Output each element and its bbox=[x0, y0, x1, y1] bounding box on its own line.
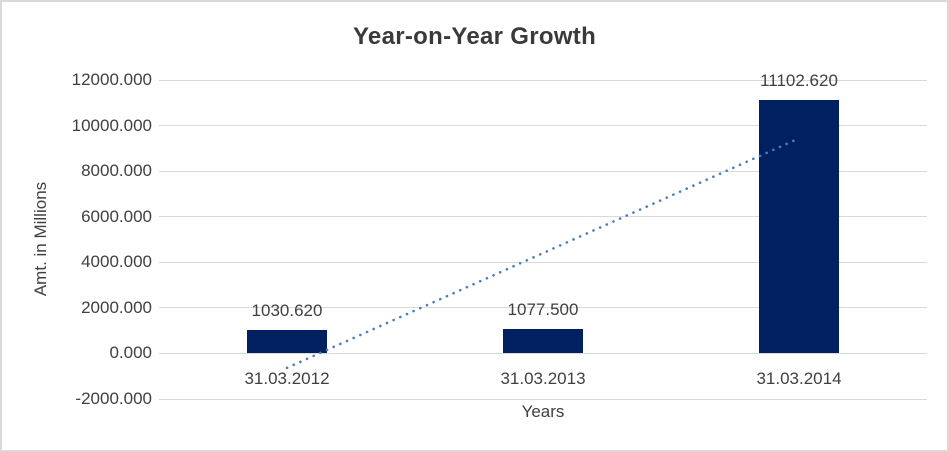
category-label: 31.03.2013 bbox=[500, 369, 586, 389]
plot-area: 1030.620 31.03.2012 1077.500 31.03.2013 1110… bbox=[159, 72, 927, 400]
gridline bbox=[159, 125, 927, 127]
bar-value-label: 11102.620 bbox=[760, 71, 838, 91]
bar-value-label: 1077.500 bbox=[507, 299, 579, 319]
category-label: 31.03.2014 bbox=[756, 369, 842, 389]
bar bbox=[759, 100, 839, 354]
y-tick-label: 8000.000 bbox=[81, 161, 152, 181]
gridline bbox=[159, 352, 927, 354]
trendline bbox=[285, 137, 801, 370]
y-axis-title: Amt. in Millions bbox=[31, 181, 50, 297]
y-tick-label: 6000.000 bbox=[81, 206, 152, 226]
y-tick-label: 10000.000 bbox=[71, 115, 152, 135]
gridline bbox=[159, 216, 927, 218]
y-tick-label: 12000.000 bbox=[71, 70, 152, 89]
y-tick-label: 2000.000 bbox=[81, 297, 152, 317]
bar-value-label: 1030.620 bbox=[251, 300, 323, 320]
gridline bbox=[159, 398, 927, 400]
y-tick-label: -2000.000 bbox=[75, 389, 152, 408]
y-tick-label: 0.000 bbox=[109, 343, 152, 363]
trendline-layer bbox=[285, 137, 801, 370]
bar bbox=[503, 328, 583, 354]
category-label: 31.03.2012 bbox=[244, 369, 330, 389]
y-tick-label: 4000.000 bbox=[81, 252, 152, 272]
gridline bbox=[159, 261, 927, 263]
gridline bbox=[159, 170, 927, 172]
bar bbox=[247, 329, 327, 354]
x-axis-title: Years bbox=[521, 402, 565, 421]
chart-title: Year-on-Year Growth bbox=[352, 23, 597, 50]
gridline bbox=[159, 79, 927, 81]
gridline bbox=[159, 307, 927, 309]
